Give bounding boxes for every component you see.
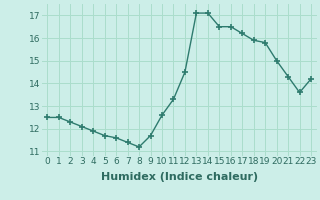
X-axis label: Humidex (Indice chaleur): Humidex (Indice chaleur) <box>100 172 258 182</box>
